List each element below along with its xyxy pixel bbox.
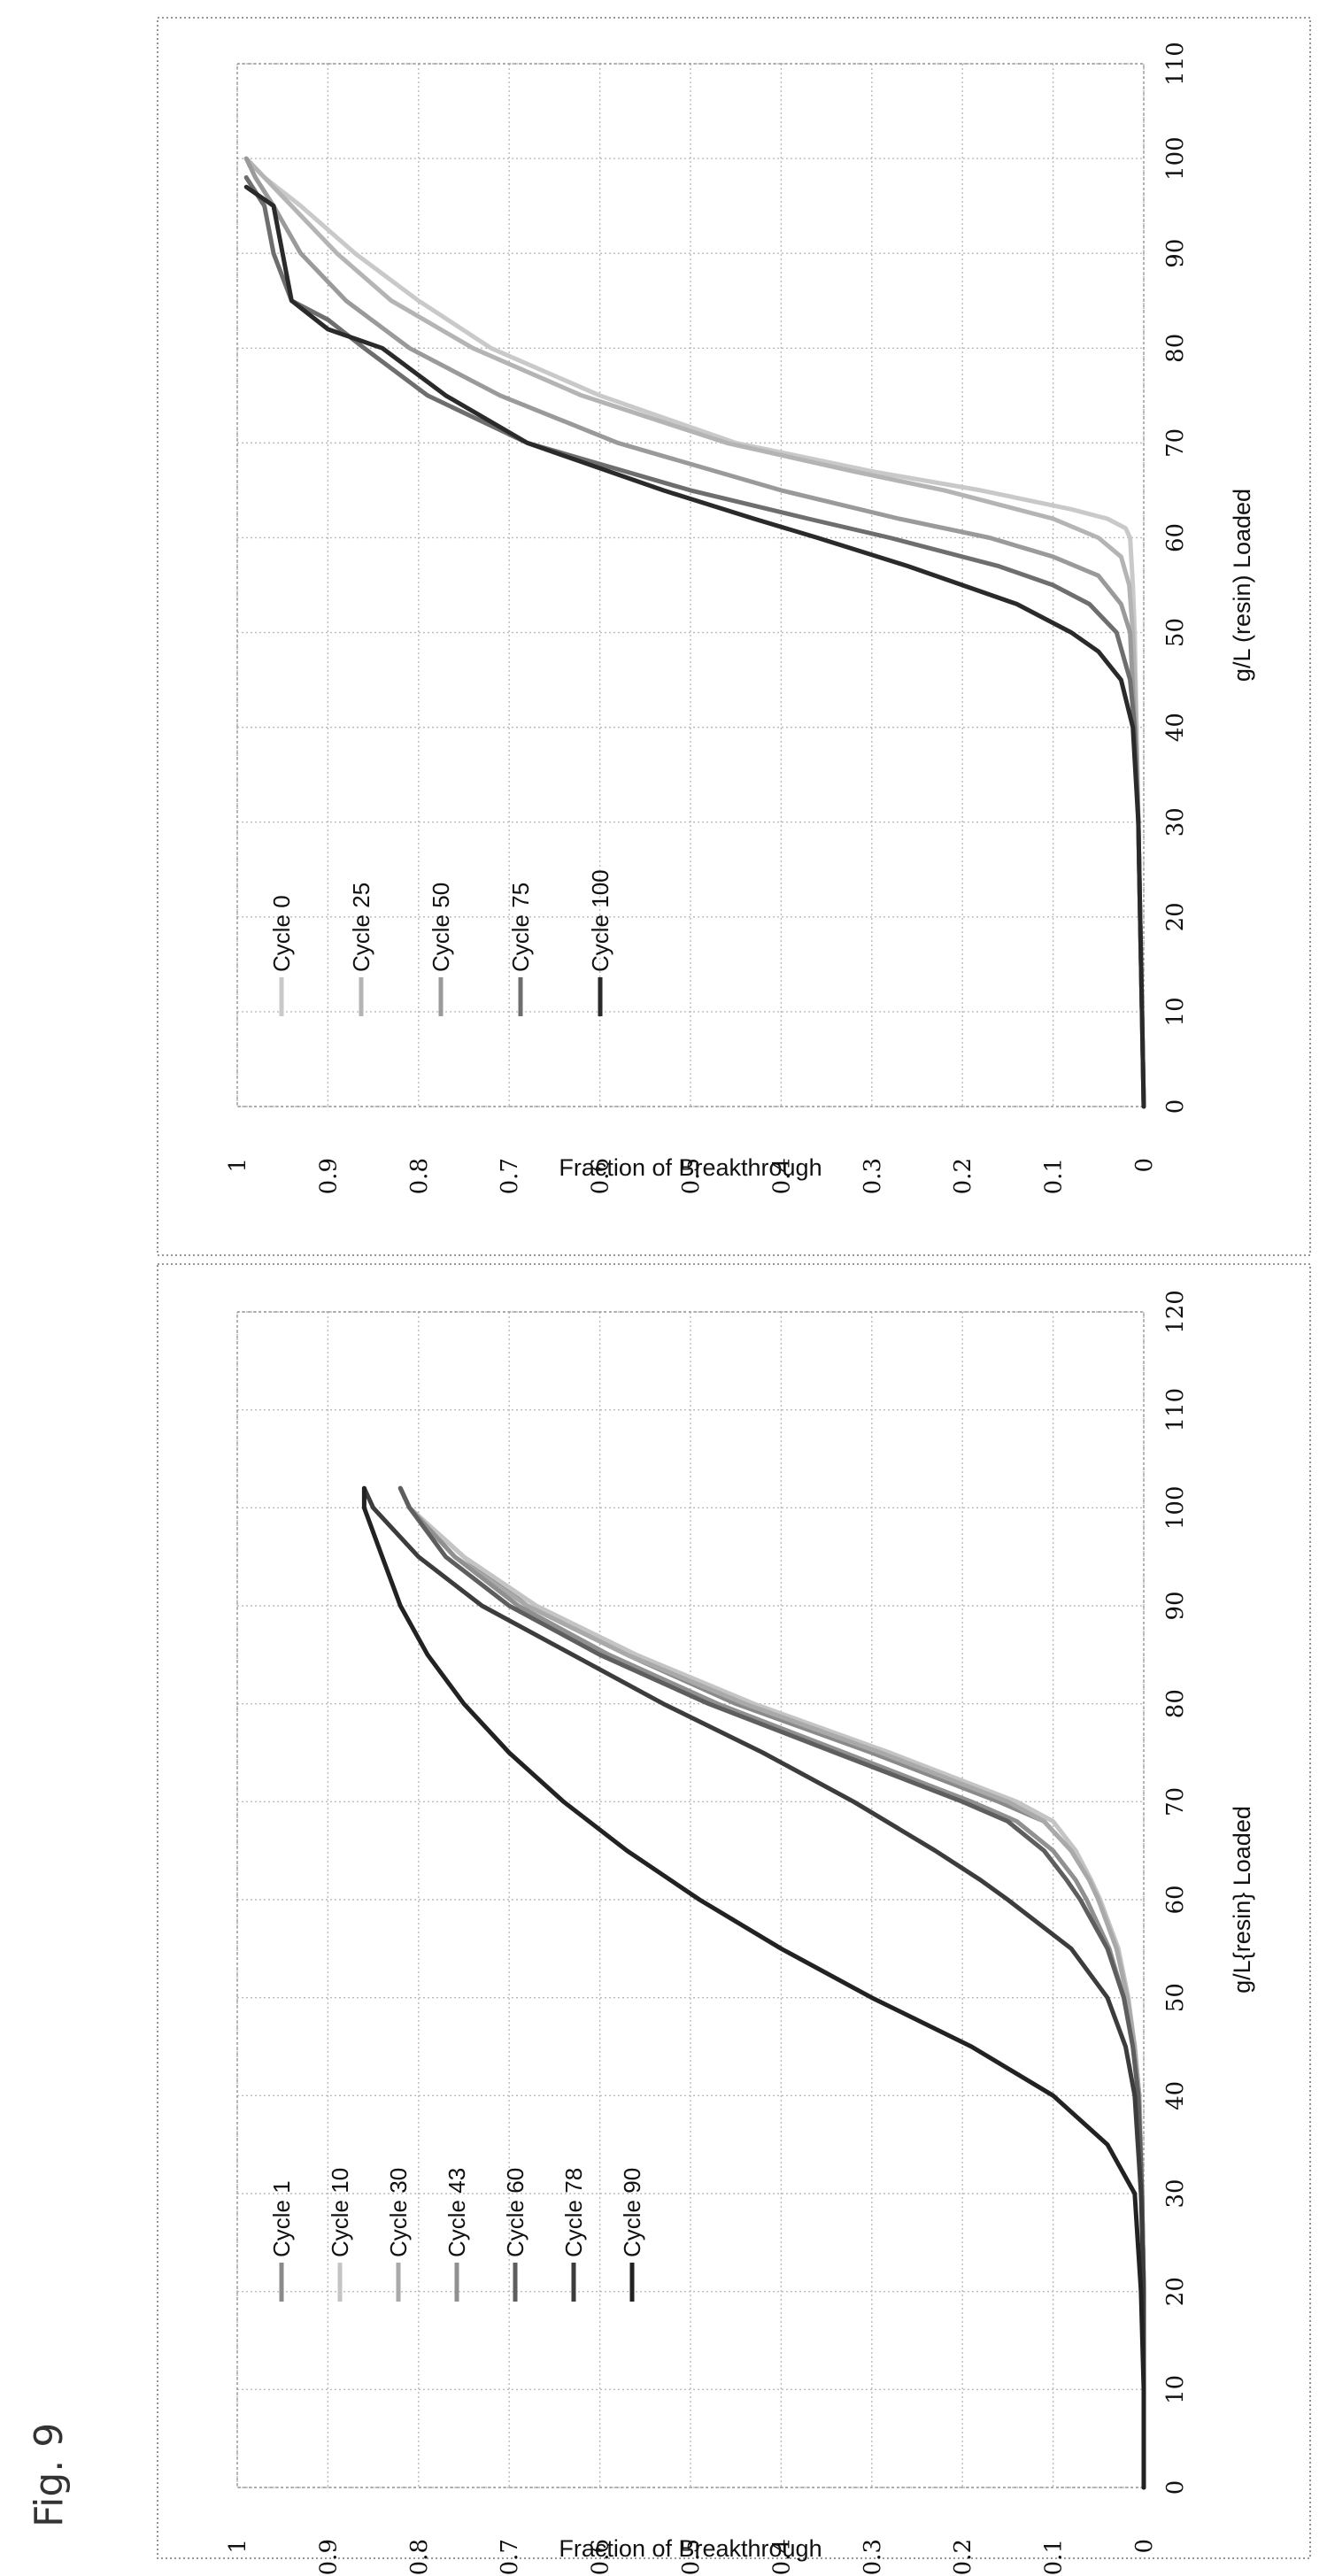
y-tick-label: 0.7: [497, 1158, 523, 1194]
x-tick-label: 70: [1162, 428, 1189, 458]
series-line-cycle-78: [361, 1485, 1146, 2490]
y-tick-label: 0.9: [315, 1158, 342, 1194]
x-tick-label: 50: [1162, 1983, 1189, 2012]
series-line-cycle-43: [397, 1485, 1146, 2490]
x-tick-label: 50: [1162, 618, 1189, 647]
x-tick-label: 110: [1162, 1388, 1189, 1432]
x-tick-label: 120: [1162, 1290, 1189, 1334]
x-tick-label: 70: [1162, 1787, 1189, 1816]
series-line-cycle-30: [397, 1485, 1146, 2490]
legend-label: Cycle 100: [587, 869, 613, 972]
y-tick-label: 0.4: [768, 1158, 795, 1194]
series-line-cycle-100: [243, 184, 1146, 1109]
legend-label: Cycle 60: [502, 2168, 528, 2257]
y-tick-label: 1: [225, 2539, 251, 2554]
x-tick-label: 60: [1162, 1885, 1189, 1914]
legend-label: Cycle 43: [444, 2168, 470, 2257]
x-tick-label: 30: [1162, 2179, 1189, 2208]
legend-label: Cycle 50: [428, 883, 454, 972]
y-tick-label: 0.3: [860, 1158, 886, 1194]
y-axis-label: Fraction of Breakthrough: [559, 2535, 822, 2562]
x-tick-label: 40: [1162, 2081, 1189, 2110]
x-tick-label: 30: [1162, 807, 1189, 837]
legend-label: Cycle 90: [619, 2168, 645, 2257]
y-tick-label: 0.8: [406, 1158, 433, 1194]
x-tick-label: 90: [1162, 239, 1189, 268]
x-axis-label: g/L{resin} Loaded: [1229, 1806, 1255, 1994]
legend-label: Cycle 75: [507, 883, 534, 972]
y-axis-label: Fraction of Breakthrough: [559, 1154, 822, 1181]
y-tick-label: 0.7: [497, 2539, 523, 2575]
x-tick-label: 90: [1162, 1591, 1189, 1620]
y-tick-label: 0.6: [588, 2539, 614, 2575]
plot-area: [236, 63, 1145, 1107]
series-line-cycle-1: [397, 1485, 1146, 2490]
chart-left: 00.10.20.30.40.50.60.70.80.9101020304050…: [225, 1290, 1255, 2575]
series-line-cycle-10: [397, 1485, 1146, 2490]
x-tick-label: 80: [1162, 1689, 1189, 1718]
x-tick-label: 0: [1162, 1099, 1189, 1114]
y-tick-label: 0.2: [950, 2539, 976, 2575]
y-tick-label: 0.6: [588, 1158, 614, 1194]
y-tick-label: 0.1: [1041, 1158, 1068, 1194]
y-tick-label: 0.2: [950, 1158, 976, 1194]
x-tick-label: 100: [1162, 1486, 1189, 1531]
x-tick-label: 60: [1162, 523, 1189, 552]
x-tick-label: 0: [1162, 2480, 1189, 2495]
figure-label: Fig. 9: [27, 2423, 72, 2527]
x-tick-label: 110: [1162, 42, 1189, 86]
series-line-cycle-75: [243, 175, 1146, 1109]
chart-right: 00.10.20.30.40.50.60.70.80.9101020304050…: [225, 42, 1255, 1194]
y-tick-label: 0.4: [768, 2539, 795, 2575]
x-tick-label: 80: [1162, 334, 1189, 363]
x-tick-label: 10: [1162, 2375, 1189, 2404]
y-tick-label: 0.9: [315, 2539, 342, 2575]
y-tick-label: 0.1: [1041, 2539, 1068, 2575]
x-tick-label: 20: [1162, 2277, 1189, 2306]
legend-label: Cycle 1: [268, 2180, 295, 2257]
legend-label: Cycle 78: [560, 2168, 587, 2257]
x-axis-label: g/L (resin) Loaded: [1229, 489, 1255, 682]
y-tick-label: 0.3: [860, 2539, 886, 2575]
y-tick-label: 0: [1131, 2539, 1158, 2554]
y-tick-label: 0.5: [678, 1158, 705, 1194]
legend-label: Cycle 10: [327, 2168, 353, 2257]
x-tick-label: 10: [1162, 997, 1189, 1026]
legend-label: Cycle 0: [268, 895, 295, 972]
y-tick-label: 0: [1131, 1158, 1158, 1173]
x-tick-label: 40: [1162, 713, 1189, 742]
y-tick-label: 0.8: [406, 2539, 433, 2575]
legend-label: Cycle 25: [348, 883, 374, 972]
panel-right-frame: [157, 17, 1311, 1256]
plot-area: [236, 1311, 1145, 2488]
x-tick-label: 20: [1162, 902, 1189, 931]
series-line-cycle-60: [397, 1485, 1146, 2490]
y-tick-label: 0.5: [678, 2539, 705, 2575]
x-tick-label: 100: [1162, 136, 1189, 181]
panel-left-frame: [157, 1263, 1311, 2559]
legend-label: Cycle 30: [385, 2168, 412, 2257]
y-tick-label: 1: [225, 1158, 251, 1173]
series-line-cycle-90: [361, 1485, 1146, 2490]
